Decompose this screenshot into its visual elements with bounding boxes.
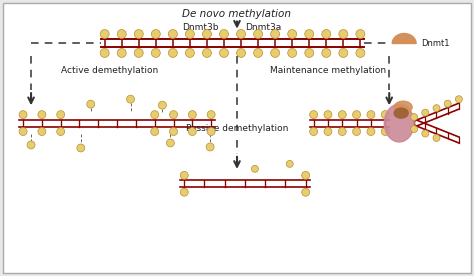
Circle shape: [422, 130, 429, 137]
Circle shape: [134, 30, 143, 39]
Circle shape: [254, 30, 263, 39]
Ellipse shape: [394, 101, 412, 113]
Circle shape: [254, 49, 263, 57]
Circle shape: [339, 30, 348, 39]
Circle shape: [288, 49, 297, 57]
Circle shape: [338, 128, 346, 136]
Circle shape: [301, 188, 310, 196]
Circle shape: [339, 49, 348, 57]
Circle shape: [100, 49, 109, 57]
Circle shape: [87, 100, 95, 108]
Circle shape: [207, 128, 215, 136]
Circle shape: [444, 100, 451, 107]
Circle shape: [19, 111, 27, 119]
Circle shape: [367, 128, 375, 136]
Circle shape: [168, 49, 177, 57]
Text: Maintenance methylation: Maintenance methylation: [270, 66, 386, 75]
Circle shape: [170, 111, 177, 119]
Circle shape: [77, 144, 85, 152]
Circle shape: [134, 49, 143, 57]
Circle shape: [310, 128, 318, 136]
Circle shape: [305, 30, 314, 39]
Circle shape: [381, 111, 389, 119]
Circle shape: [286, 160, 293, 167]
Circle shape: [168, 30, 177, 39]
Circle shape: [237, 49, 246, 57]
Circle shape: [433, 105, 440, 112]
Circle shape: [422, 109, 429, 116]
Circle shape: [19, 128, 27, 136]
Text: Dnmt3b: Dnmt3b: [182, 23, 219, 32]
Circle shape: [202, 49, 211, 57]
Circle shape: [57, 128, 64, 136]
Polygon shape: [392, 34, 416, 44]
Circle shape: [353, 128, 361, 136]
Circle shape: [324, 111, 332, 119]
Circle shape: [322, 49, 331, 57]
Circle shape: [410, 114, 418, 121]
Circle shape: [433, 134, 440, 142]
Circle shape: [127, 95, 135, 103]
Circle shape: [207, 111, 215, 119]
Circle shape: [57, 111, 64, 119]
Circle shape: [151, 49, 160, 57]
Circle shape: [117, 30, 126, 39]
Circle shape: [356, 49, 365, 57]
Circle shape: [324, 128, 332, 136]
Text: Dnmt1: Dnmt1: [421, 39, 449, 48]
Circle shape: [456, 96, 462, 103]
Circle shape: [237, 30, 246, 39]
Circle shape: [38, 111, 46, 119]
Circle shape: [356, 30, 365, 39]
Circle shape: [206, 143, 214, 151]
Circle shape: [322, 30, 331, 39]
Circle shape: [310, 111, 318, 119]
Circle shape: [288, 30, 297, 39]
Circle shape: [151, 30, 160, 39]
Circle shape: [305, 49, 314, 57]
Text: Active demethylation: Active demethylation: [61, 66, 158, 75]
Circle shape: [38, 128, 46, 136]
Ellipse shape: [394, 108, 408, 118]
Circle shape: [410, 126, 418, 132]
Circle shape: [219, 49, 228, 57]
Circle shape: [185, 49, 194, 57]
Circle shape: [166, 139, 174, 147]
Text: Dnmt3a: Dnmt3a: [245, 23, 281, 32]
Circle shape: [367, 111, 375, 119]
Circle shape: [27, 141, 35, 149]
Circle shape: [170, 128, 177, 136]
Circle shape: [151, 128, 159, 136]
Circle shape: [202, 30, 211, 39]
Circle shape: [271, 49, 280, 57]
Circle shape: [180, 171, 188, 179]
Circle shape: [381, 128, 389, 136]
Circle shape: [271, 30, 280, 39]
Text: De novo methylation: De novo methylation: [182, 9, 292, 19]
Circle shape: [188, 111, 196, 119]
Text: Passive demethylation: Passive demethylation: [186, 124, 288, 132]
Circle shape: [151, 111, 159, 119]
FancyBboxPatch shape: [3, 3, 471, 273]
Circle shape: [185, 30, 194, 39]
Circle shape: [219, 30, 228, 39]
Circle shape: [251, 165, 258, 172]
Ellipse shape: [384, 104, 414, 142]
Circle shape: [158, 101, 166, 109]
Circle shape: [353, 111, 361, 119]
Circle shape: [338, 111, 346, 119]
Circle shape: [188, 128, 196, 136]
Circle shape: [100, 30, 109, 39]
Circle shape: [180, 188, 188, 196]
Circle shape: [117, 49, 126, 57]
Circle shape: [301, 171, 310, 179]
